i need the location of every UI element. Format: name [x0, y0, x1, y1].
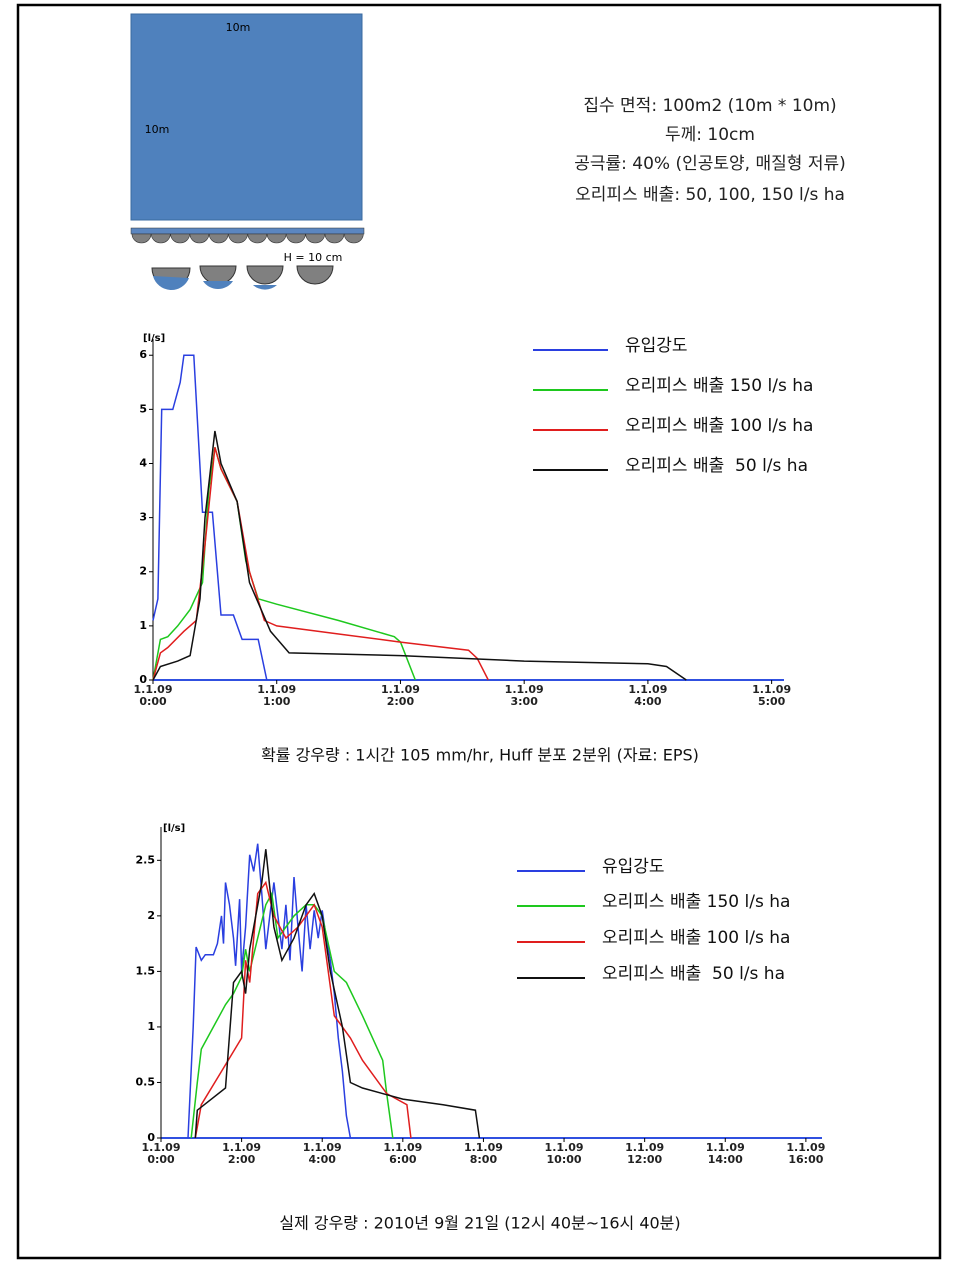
- x-tick-label: 1.1.09 0:00: [133, 683, 173, 708]
- info-block: 집수 면적: 100m2 (10m * 10m) 두께: 10cm 공극률: 4…: [574, 96, 845, 205]
- storage-cells: [131, 233, 364, 244]
- legend-label: 오리피스 배출 150 l/s ha: [602, 892, 790, 912]
- info-line: 공극률: 40% (인공토양, 매질형 저류): [574, 154, 845, 174]
- top-label: 10m: [226, 21, 251, 34]
- y-tick-label: 2.5: [136, 853, 156, 866]
- legend-label: 오리피스 배출 100 l/s ha: [602, 928, 790, 948]
- y-tick-label: 1.5: [136, 964, 156, 977]
- x-tick-label: 1.1.09 16:00: [786, 1141, 826, 1166]
- info-line: 오리피스 배출: 50, 100, 150 l/s ha: [575, 185, 845, 205]
- series-line: [187, 843, 352, 1139]
- frame: [16, 3, 942, 1260]
- side-label: 10m: [145, 123, 170, 136]
- x-tick-label: 1.1.09 5:00: [752, 683, 792, 708]
- y-tick-label: 6: [139, 348, 147, 361]
- media-layer: [130, 227, 365, 235]
- y-tick-label: 0: [147, 1131, 155, 1144]
- legend-label: 오리피스 배출 100 l/s ha: [625, 416, 813, 436]
- series-line: [152, 447, 489, 681]
- y-axis-label: [l/s]: [143, 333, 165, 344]
- y-tick-label: 1: [139, 619, 147, 632]
- y-tick-label: 4: [139, 456, 147, 469]
- info-line: 두께: 10cm: [665, 125, 755, 145]
- legend-label: 오리피스 배출 150 l/s ha: [625, 376, 813, 396]
- legend-label: 오리피스 배출 50 l/s ha: [602, 964, 785, 984]
- y-tick-label: 5: [139, 402, 147, 415]
- h-label: H = 10 cm: [284, 251, 343, 264]
- cell: [189, 233, 210, 244]
- x-tick-label: 1.1.09 8:00: [463, 1141, 503, 1166]
- legend-label: 유입강도: [625, 336, 688, 356]
- x-tick-label: 1.1.09 14:00: [705, 1141, 745, 1166]
- cell: [170, 233, 190, 244]
- y-tick-label: 2: [147, 909, 155, 922]
- cell: [343, 233, 364, 244]
- chart-caption: 실제 강우량 : 2010년 9월 21일 (12시 40분~16시 40분): [279, 1214, 680, 1233]
- x-tick-label: 1.1.09 10:00: [544, 1141, 584, 1166]
- x-tick-label: 1.1.09 1:00: [257, 683, 297, 708]
- series-line: [194, 849, 481, 1139]
- x-tick-label: 1.1.09 2:00: [380, 683, 420, 708]
- y-tick-label: 3: [139, 511, 147, 524]
- cell: [324, 233, 345, 244]
- x-tick-label: 1.1.09 12:00: [625, 1141, 665, 1166]
- cell: [228, 233, 248, 244]
- y-axis-label: [l/s]: [163, 823, 185, 834]
- legend-label: 오리피스 배출 50 l/s ha: [625, 456, 808, 476]
- cell: [208, 233, 229, 244]
- x-tick-label: 1.1.09 0:00: [141, 1141, 181, 1166]
- cell: [286, 233, 306, 244]
- cell: [305, 233, 326, 244]
- y-tick-label: 1: [147, 1020, 155, 1033]
- cell-states: [151, 265, 334, 291]
- y-tick-label: 0: [139, 673, 147, 686]
- x-tick-label: 1.1.09 4:00: [628, 683, 668, 708]
- x-tick-label: 1.1.09 6:00: [383, 1141, 423, 1166]
- legend-label: 유입강도: [602, 857, 665, 877]
- catchment-diagram: 10m 10m H = 10 cm: [130, 13, 365, 291]
- cell: [131, 233, 152, 244]
- cell: [150, 233, 171, 244]
- x-tick-label: 1.1.09 3:00: [504, 683, 544, 708]
- series-line: [190, 891, 394, 1139]
- chart-caption: 확률 강우량 : 1시간 105 mm/hr, Huff 분포 2분위 (자료:…: [261, 746, 699, 765]
- series-line: [152, 354, 268, 681]
- info-line: 집수 면적: 100m2 (10m * 10m): [583, 96, 836, 116]
- cell: [266, 233, 287, 244]
- catchment-area: [130, 13, 363, 221]
- x-tick-label: 1.1.09 4:00: [302, 1141, 342, 1166]
- series-line: [194, 880, 412, 1139]
- y-tick-label: 0.5: [136, 1075, 156, 1088]
- y-tick-label: 2: [139, 565, 147, 578]
- x-tick-label: 1.1.09 2:00: [222, 1141, 262, 1166]
- series-line: [152, 430, 687, 681]
- cell: [247, 233, 268, 244]
